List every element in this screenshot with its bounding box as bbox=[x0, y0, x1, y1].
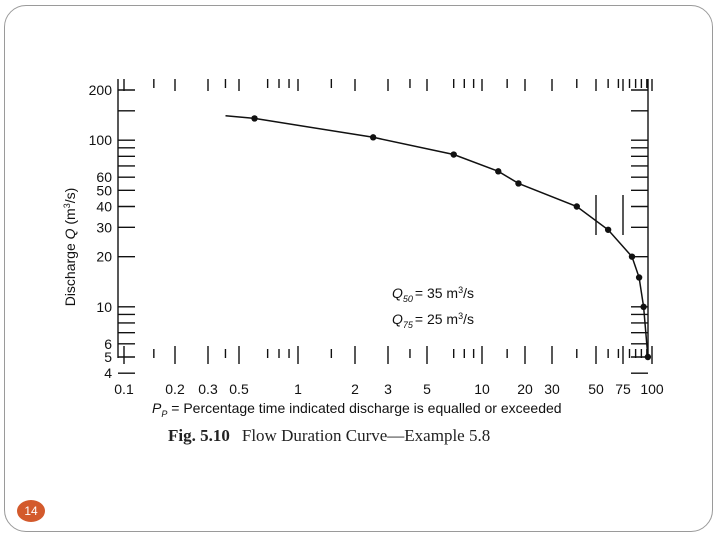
y-tick-label: 30 bbox=[96, 219, 112, 235]
x-tick-label: 1 bbox=[294, 381, 302, 397]
y-tick-label: 20 bbox=[96, 249, 112, 265]
y-tick-label: 50 bbox=[96, 182, 112, 198]
y-tick-label: 100 bbox=[89, 132, 113, 148]
flow-duration-line bbox=[225, 115, 649, 358]
q75-annotation: Q75 = 25 m3/s bbox=[392, 311, 474, 330]
chart-curve bbox=[225, 115, 649, 358]
x-tick-label: 3 bbox=[384, 381, 392, 397]
page-number-badge: 14 bbox=[17, 500, 45, 522]
q50-annotation: Q50 = 35 m3/s bbox=[392, 285, 474, 304]
x-tick-label: 100 bbox=[640, 381, 664, 397]
data-point bbox=[644, 353, 652, 361]
figure-caption: Fig. 5.10 Flow Duration Curve—Example 5.8 bbox=[168, 426, 490, 446]
figure-number: Fig. 5.10 bbox=[168, 426, 230, 445]
data-point bbox=[495, 168, 502, 175]
data-point bbox=[515, 180, 522, 187]
figure-title: Flow Duration Curve—Example 5.8 bbox=[241, 426, 491, 445]
x-tick-label: 30 bbox=[544, 381, 560, 397]
data-point bbox=[635, 274, 643, 281]
data-point bbox=[628, 253, 636, 260]
x-tick-label: 5 bbox=[423, 381, 431, 397]
chart-axes bbox=[117, 79, 649, 358]
data-point bbox=[251, 115, 258, 122]
y-tick-label: 4 bbox=[104, 365, 112, 381]
y-tick-label: 10 bbox=[96, 299, 112, 315]
data-point bbox=[604, 226, 612, 233]
y-tick-label: 40 bbox=[96, 198, 112, 214]
x-tick-label: 0.2 bbox=[165, 381, 185, 397]
x-tick-label: 10 bbox=[474, 381, 490, 397]
x-tick-label: 0.1 bbox=[114, 381, 134, 397]
x-tick-label: 75 bbox=[615, 381, 631, 397]
x-tick-label: 2 bbox=[351, 381, 359, 397]
x-tick-label: 0.3 bbox=[198, 381, 218, 397]
slide-frame bbox=[4, 5, 713, 532]
y-axis-label: Discharge Q (m3/s) bbox=[62, 188, 78, 307]
x-axis-label: PP = Percentage time indicated discharge… bbox=[152, 400, 562, 419]
data-point bbox=[640, 303, 647, 311]
y-tick-label: 60 bbox=[96, 169, 112, 185]
data-point bbox=[450, 151, 457, 158]
data-point bbox=[573, 203, 580, 210]
data-point bbox=[369, 134, 377, 141]
x-tick-label: 50 bbox=[588, 381, 604, 397]
x-tick-label: 20 bbox=[517, 381, 533, 397]
y-tick-label: 200 bbox=[89, 82, 113, 98]
chart-points bbox=[251, 115, 652, 361]
chart-ticks: 0.1 0.2 0.3 0.5 1 2 3 5 10 20 30 50 75 10045610203040… bbox=[89, 79, 664, 397]
y-tick-label: 5 bbox=[104, 349, 112, 365]
y-tick-label: 6 bbox=[104, 336, 112, 352]
x-tick-label: 0.5 bbox=[229, 381, 249, 397]
